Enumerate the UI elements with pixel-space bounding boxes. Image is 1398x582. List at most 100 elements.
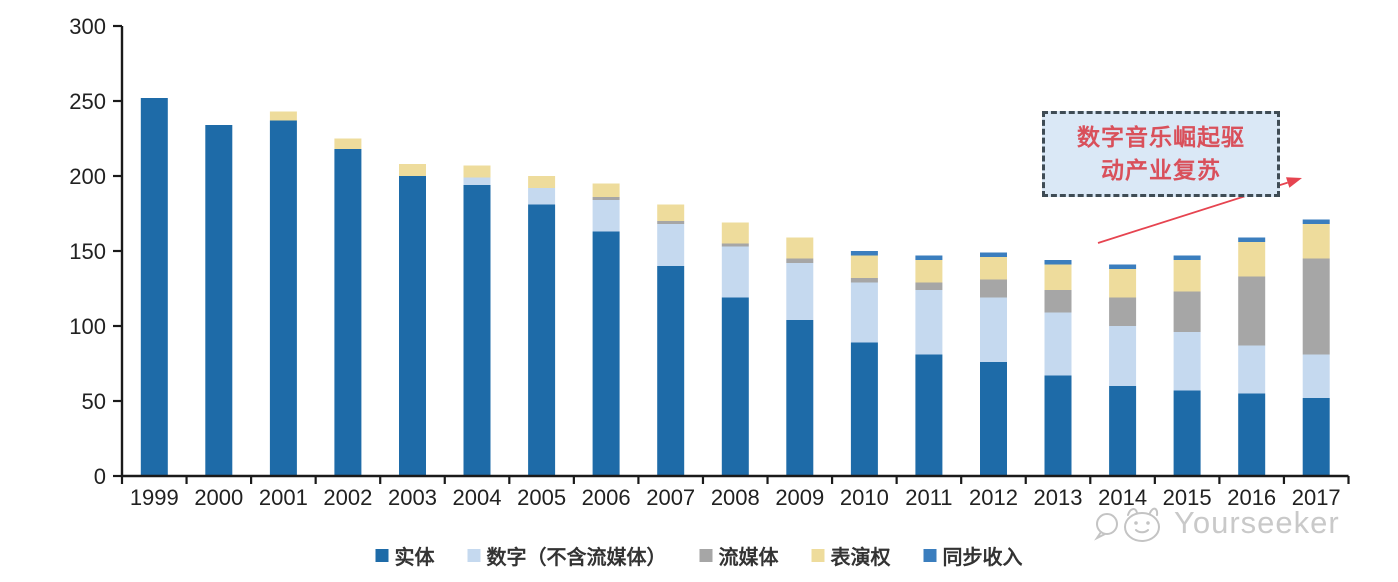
bar-segment-2013-performance-rights [1044, 264, 1072, 290]
y-axis-tick-label: 0 [94, 464, 106, 489]
y-axis-tick-label: 100 [69, 314, 106, 339]
legend-label-sync-revenue: 同步收入 [942, 547, 1023, 569]
bar-segment-2016-digital-ex-streaming [1238, 345, 1266, 394]
legend-item-digital-ex-streaming: 数字（不含流媒体） [467, 541, 667, 570]
bar-segment-2004-physical [463, 185, 491, 476]
bar-segment-2007-streaming [657, 221, 685, 224]
bar-segment-2016-physical [1238, 393, 1266, 476]
bar-segment-2015-performance-rights [1173, 260, 1201, 292]
bar-segment-2008-performance-rights [721, 222, 749, 244]
annotation-arrow-head [1286, 177, 1302, 188]
bar-segment-2010-sync-revenue [850, 251, 878, 256]
legend-item-physical: 实体 [375, 541, 435, 570]
bar-segment-2002-physical [334, 149, 362, 476]
bar-segment-2014-sync-revenue [1109, 264, 1137, 269]
bar-segment-2012-performance-rights [980, 257, 1007, 280]
bar-segment-2016-performance-rights [1238, 242, 1266, 277]
bar-segment-2006-digital-ex-streaming [592, 200, 620, 232]
bar-segment-2002-performance-rights [334, 138, 362, 149]
bar-segment-2012-physical [980, 362, 1007, 476]
watermark-text: Yourseeker [1174, 505, 1340, 540]
x-axis-year-label: 2014 [1098, 485, 1147, 510]
bar-segment-2005-performance-rights [528, 176, 556, 188]
y-axis-tick-label: 200 [69, 164, 106, 189]
bar-segment-2013-physical [1044, 375, 1072, 476]
bar-segment-2009-streaming [786, 258, 814, 263]
bar-segment-2008-streaming [721, 243, 749, 247]
x-axis-year-label: 2000 [194, 485, 243, 510]
bar-segment-2013-streaming [1044, 290, 1072, 313]
legend-swatch-physical [375, 549, 389, 562]
bar-segment-2010-performance-rights [850, 255, 878, 278]
bar-segment-2013-sync-revenue [1044, 260, 1072, 265]
bar-segment-2013-digital-ex-streaming [1044, 312, 1072, 376]
yourseeker-logo-icon [1094, 507, 1160, 542]
bar-segment-2015-physical [1173, 390, 1201, 476]
bar-segment-2010-digital-ex-streaming [850, 282, 878, 343]
x-axis-year-label: 2005 [517, 485, 566, 510]
bar-segment-2008-physical [721, 297, 749, 476]
x-axis-year-label: 2009 [775, 485, 824, 510]
legend-swatch-digital-ex-streaming [467, 549, 481, 562]
x-axis-year-label: 2007 [646, 485, 695, 510]
legend-label-performance-rights: 表演权 [830, 547, 891, 569]
bar-segment-2001-performance-rights [269, 111, 297, 121]
bar-segment-2017-streaming [1302, 258, 1330, 355]
x-axis-year-label: 2003 [388, 485, 437, 510]
bar-segment-2014-performance-rights [1109, 269, 1137, 298]
bar-segment-2015-streaming [1173, 291, 1201, 332]
x-axis-year-label: 2011 [905, 485, 952, 510]
legend-item-streaming: 流媒体 [699, 541, 779, 570]
chart-legend: 实体 数字（不含流媒体） 流媒体 表演权 同步收入 [375, 541, 1023, 570]
bar-segment-2011-sync-revenue [915, 255, 943, 260]
bar-segment-2015-sync-revenue [1173, 255, 1201, 260]
y-axis-tick-label: 50 [82, 389, 106, 414]
x-axis-year-label: 2015 [1163, 485, 1212, 510]
bar-segment-2007-physical [657, 266, 685, 476]
bar-segment-2003-performance-rights [399, 164, 426, 176]
bar-segment-2012-sync-revenue [980, 252, 1007, 257]
bar-segment-2011-digital-ex-streaming [915, 290, 943, 355]
bar-segment-2006-physical [592, 231, 620, 476]
x-axis-year-label: 2012 [969, 485, 1018, 510]
bar-segment-2005-digital-ex-streaming [528, 188, 556, 205]
bar-segment-2003-physical [399, 176, 426, 476]
bar-segment-2009-physical [786, 320, 814, 476]
x-axis-year-label: 2017 [1292, 485, 1341, 510]
bar-segment-2010-streaming [850, 278, 878, 283]
bar-segment-1999-physical [140, 98, 168, 476]
bar-segment-2000-physical [205, 125, 233, 476]
legend-item-performance-rights: 表演权 [811, 541, 891, 570]
bar-segment-2017-performance-rights [1302, 224, 1330, 259]
watermark: Yourseeker [1090, 500, 1340, 546]
legend-item-sync-revenue: 同步收入 [923, 541, 1023, 570]
bar-segment-2011-physical [915, 354, 943, 476]
bar-segment-2009-performance-rights [786, 237, 814, 259]
x-axis-year-label: 2010 [840, 485, 889, 510]
bar-segment-2017-digital-ex-streaming [1302, 354, 1330, 398]
bar-segment-2006-streaming [592, 197, 620, 200]
bar-segment-2001-physical [269, 120, 297, 476]
bar-segment-2014-physical [1109, 386, 1137, 476]
bar-segment-2007-performance-rights [657, 204, 685, 221]
annotation-line-1: 数字音乐崛起驱 [1077, 125, 1245, 150]
y-axis-tick-label: 150 [69, 239, 106, 264]
bar-segment-2005-physical [528, 204, 556, 476]
annotation-line-2: 动产业复苏 [1101, 158, 1221, 183]
x-axis-year-label: 2004 [453, 485, 502, 510]
bar-segment-2009-digital-ex-streaming [786, 263, 814, 320]
bar-segment-2012-digital-ex-streaming [980, 297, 1007, 362]
x-axis-year-label: 2016 [1227, 485, 1276, 510]
annotation-callout-box: 数字音乐崛起驱 动产业复苏 [1042, 111, 1280, 197]
bar-segment-2014-digital-ex-streaming [1109, 326, 1137, 386]
x-axis-year-label: 2002 [323, 485, 372, 510]
legend-label-physical: 实体 [394, 547, 435, 569]
legend-swatch-performance-rights [811, 549, 825, 562]
legend-swatch-streaming [699, 549, 713, 562]
bar-segment-2017-sync-revenue [1302, 219, 1330, 224]
bar-segment-2011-streaming [915, 282, 943, 290]
x-axis-year-label: 1999 [130, 485, 179, 510]
bar-segment-2015-digital-ex-streaming [1173, 332, 1201, 391]
